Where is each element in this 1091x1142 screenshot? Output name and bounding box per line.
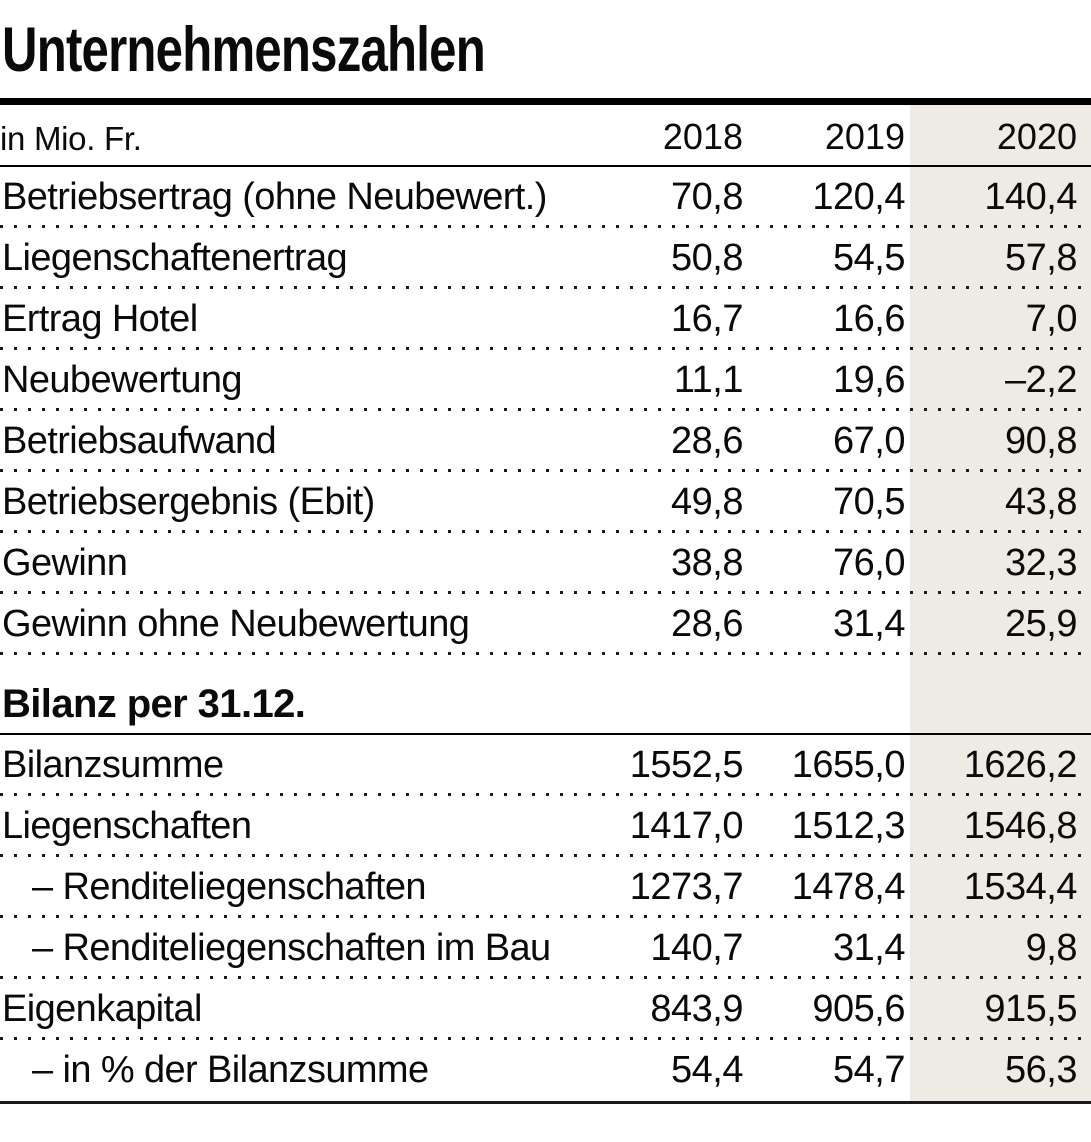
- financial-table: in Mio. Fr. 2018 2019 2020 Betriebsertra…: [0, 105, 1091, 1104]
- row-label: Gewinn: [2, 542, 128, 584]
- row-label: Gewinn ohne Neubewertung: [2, 603, 470, 645]
- section-header-row: Bilanz per 31.12.: [0, 655, 1091, 735]
- value-2018: 16,7: [671, 298, 743, 340]
- table-row: Liegenschaftenertrag 50,8 54,5 57,8: [0, 228, 1091, 289]
- row-label: Liegenschaftenertrag: [2, 237, 348, 279]
- value-2019: 31,4: [833, 927, 905, 969]
- row-label: Eigenkapital: [2, 988, 202, 1030]
- table-row: Gewinn 38,8 76,0 32,3: [0, 533, 1091, 594]
- value-2019: 1478,4: [791, 866, 906, 908]
- value-2019: 905,6: [812, 988, 905, 1030]
- row-label: – Renditeliegenschaften im Bau: [32, 927, 551, 969]
- value-2020: 140,4: [984, 176, 1077, 218]
- value-2019: 54,7: [833, 1049, 905, 1091]
- value-2018: 843,9: [650, 988, 743, 1030]
- value-2020: 915,5: [984, 988, 1077, 1030]
- value-2019: 67,0: [833, 420, 905, 462]
- value-2018: 1552,5: [629, 744, 744, 786]
- table-row: Eigenkapital 843,9 905,6 915,5: [0, 979, 1091, 1040]
- value-2019: 120,4: [812, 176, 905, 218]
- table-row: Neubewertung 11,1 19,6 –2,2: [0, 350, 1091, 411]
- table-row: Liegenschaften 1417,0 1512,3 1546,8: [0, 796, 1091, 857]
- table-header-row: in Mio. Fr. 2018 2019 2020: [0, 105, 1091, 167]
- title-block: Unternehmenszahlen: [0, 0, 1091, 98]
- row-label: Betriebsaufwand: [2, 420, 277, 462]
- row-label: Bilanzsumme: [2, 744, 224, 786]
- value-2018: 1273,7: [629, 866, 744, 908]
- value-2018: 50,8: [671, 237, 743, 279]
- row-label: Betriebsertrag (ohne Neubewert.): [2, 176, 547, 218]
- value-2018: 54,4: [671, 1049, 743, 1091]
- table-row: – Renditeliegenschaften im Bau 140,7 31,…: [0, 918, 1091, 979]
- value-2020: 9,8: [1025, 927, 1078, 969]
- table-row: Gewinn ohne Neubewertung 28,6 31,4 25,9: [0, 594, 1091, 655]
- row-label: Ertrag Hotel: [2, 298, 198, 340]
- value-2020: 1626,2: [963, 744, 1078, 786]
- table-row: Betriebsaufwand 28,6 67,0 90,8: [0, 411, 1091, 472]
- value-2018: 11,1: [673, 359, 744, 401]
- value-2018: 28,6: [671, 420, 743, 462]
- row-label: Neubewertung: [2, 359, 243, 401]
- value-2018: 28,6: [671, 603, 743, 645]
- value-2020: 7,0: [1025, 298, 1078, 340]
- value-2020: 32,3: [1005, 542, 1077, 584]
- value-2020: 90,8: [1005, 420, 1077, 462]
- column-header-2019: 2019: [824, 116, 905, 157]
- value-2020: 43,8: [1005, 481, 1077, 523]
- row-label: – in % der Bilanzsumme: [32, 1049, 429, 1091]
- unit-label: in Mio. Fr.: [0, 120, 142, 157]
- value-2019: 1655,0: [791, 744, 906, 786]
- value-2020: –2,2: [1005, 359, 1077, 401]
- table-row: – in % der Bilanzsumme 54,4 54,7 56,3: [0, 1040, 1091, 1101]
- column-header-2018: 2018: [662, 116, 743, 157]
- column-header-2020: 2020: [996, 116, 1077, 157]
- table-row: Betriebsergebnis (Ebit) 49,8 70,5 43,8: [0, 472, 1091, 533]
- table-row: Bilanzsumme 1552,5 1655,0 1626,2: [0, 735, 1091, 796]
- row-label: – Renditeliegenschaften: [32, 866, 427, 908]
- table-row: – Renditeliegenschaften 1273,7 1478,4 15…: [0, 857, 1091, 918]
- value-2019: 54,5: [833, 237, 905, 279]
- value-2020: 57,8: [1005, 237, 1077, 279]
- value-2018: 38,8: [671, 542, 743, 584]
- value-2019: 76,0: [833, 542, 905, 584]
- value-2020: 1534,4: [963, 866, 1078, 908]
- table-row: Betriebsertrag (ohne Neubewert.) 70,8 12…: [0, 167, 1091, 228]
- value-2019: 1512,3: [791, 805, 906, 847]
- title-rule: [0, 98, 1091, 105]
- value-2018: 49,8: [671, 481, 743, 523]
- value-2019: 16,6: [833, 298, 905, 340]
- value-2019: 19,6: [833, 359, 905, 401]
- value-2018: 1417,0: [629, 805, 744, 847]
- value-2018: 70,8: [671, 176, 743, 218]
- page-title: Unternehmenszahlen: [2, 15, 486, 85]
- row-label: Liegenschaften: [2, 805, 252, 847]
- value-2020: 25,9: [1005, 603, 1077, 645]
- table-row: Ertrag Hotel 16,7 16,6 7,0: [0, 289, 1091, 350]
- value-2018: 140,7: [650, 927, 743, 969]
- value-2019: 70,5: [833, 481, 905, 523]
- value-2020: 56,3: [1005, 1049, 1077, 1091]
- section-title: Bilanz per 31.12.: [2, 682, 306, 726]
- value-2020: 1546,8: [963, 805, 1078, 847]
- row-label: Betriebsergebnis (Ebit): [2, 481, 375, 523]
- value-2019: 31,4: [833, 603, 905, 645]
